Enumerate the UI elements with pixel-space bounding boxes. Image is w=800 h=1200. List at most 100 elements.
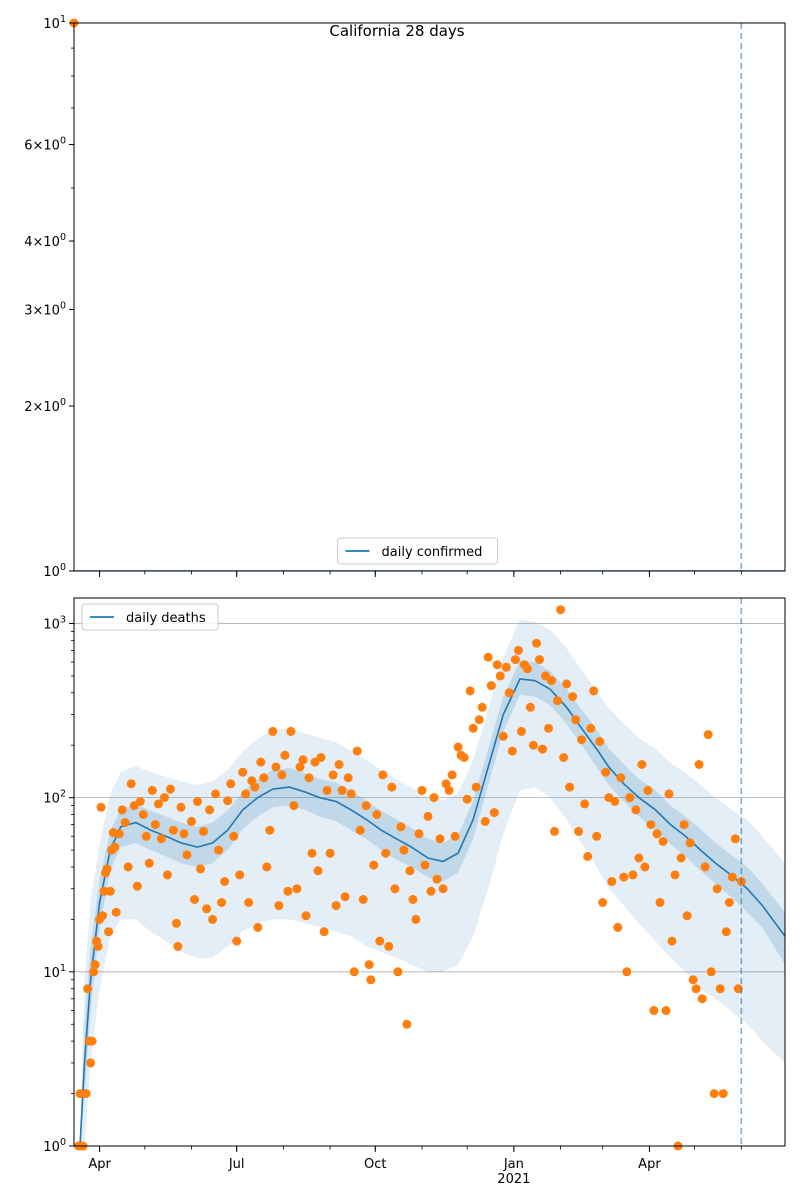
data-point (298, 755, 308, 765)
data-point (532, 638, 541, 648)
data-point (384, 941, 394, 951)
data-point (123, 862, 133, 872)
data-point (619, 872, 629, 882)
data-point (667, 936, 677, 946)
data-point (120, 818, 130, 827)
data-point (399, 845, 409, 855)
data-point (709, 1089, 719, 1099)
data-point (214, 845, 224, 855)
data-point (438, 884, 448, 894)
data-point (459, 753, 469, 762)
data-point (295, 762, 305, 772)
data-point (313, 866, 323, 876)
data-point (483, 652, 493, 662)
data-point (117, 805, 127, 815)
data-point (691, 984, 701, 994)
y-tick-label: 6×100 (24, 136, 66, 154)
data-point (304, 773, 314, 783)
data-point (132, 881, 142, 891)
data-point (331, 901, 341, 911)
data-point (577, 735, 587, 745)
y-tick-label: 101 (43, 963, 66, 981)
data-point (474, 715, 484, 725)
data-point (340, 892, 350, 902)
data-point (182, 850, 192, 860)
legend: daily confirmed (337, 537, 498, 565)
data-point (477, 702, 487, 712)
data-point (349, 967, 359, 977)
legend-label: daily confirmed (382, 545, 483, 560)
data-point (114, 829, 124, 839)
data-point (607, 877, 617, 886)
data-point (226, 779, 236, 789)
data-point (574, 826, 584, 836)
data-point (165, 784, 175, 794)
y-tick-label: 2×100 (24, 397, 66, 415)
data-point (429, 793, 439, 803)
data-point (393, 967, 403, 977)
data-point (432, 874, 442, 884)
data-point (676, 853, 686, 863)
data-point (241, 789, 251, 799)
data-point (571, 715, 581, 725)
data-point (179, 829, 189, 839)
data-point (628, 870, 638, 880)
data-point (715, 984, 725, 994)
legend-label: daily deaths (126, 611, 206, 626)
x-tick-label: Jan (503, 1157, 524, 1172)
data-point (381, 848, 391, 858)
data-point (510, 655, 520, 665)
data-point (199, 826, 208, 836)
data-point (102, 864, 112, 874)
data-point (274, 901, 284, 911)
data-point (337, 785, 347, 795)
data-point (679, 820, 689, 830)
data-point (289, 801, 299, 811)
data-point (658, 837, 668, 846)
data-point (81, 1089, 91, 1099)
data-point (105, 886, 115, 896)
data-point (110, 842, 120, 852)
data-point (232, 936, 242, 946)
data-point (372, 810, 382, 819)
data-point (334, 760, 344, 769)
data-point (712, 884, 722, 894)
data-point (387, 782, 397, 792)
y-tick-label: 102 (43, 789, 66, 807)
data-point (280, 750, 290, 760)
data-point (322, 785, 332, 795)
data-point (190, 895, 199, 904)
data-point (244, 898, 254, 907)
data-point (685, 838, 695, 848)
data-point (316, 753, 326, 762)
data-point (649, 1006, 659, 1015)
data-point (703, 730, 713, 740)
data-point (176, 802, 186, 812)
data-point (292, 884, 302, 894)
data-point (525, 702, 535, 712)
plot-area (74, 619, 785, 1146)
data-point (98, 911, 108, 921)
data-point (90, 960, 100, 970)
data-point (271, 762, 281, 772)
data-point (697, 994, 707, 1004)
data-point (138, 810, 148, 819)
y-tick-label: 103 (43, 614, 66, 632)
data-point (495, 671, 505, 681)
data-point (592, 831, 602, 841)
data-point (126, 779, 136, 789)
data-point (378, 770, 388, 780)
data-point (159, 793, 169, 803)
data-point (229, 831, 239, 841)
data-point (171, 918, 181, 928)
data-point (640, 862, 650, 872)
data-point (325, 848, 335, 858)
data-point (625, 793, 635, 803)
data-point (369, 860, 379, 870)
figure-title: California 28 days (329, 22, 464, 40)
data-point (544, 723, 553, 733)
data-point (346, 789, 356, 799)
data-point (595, 737, 605, 746)
data-point (414, 829, 424, 839)
